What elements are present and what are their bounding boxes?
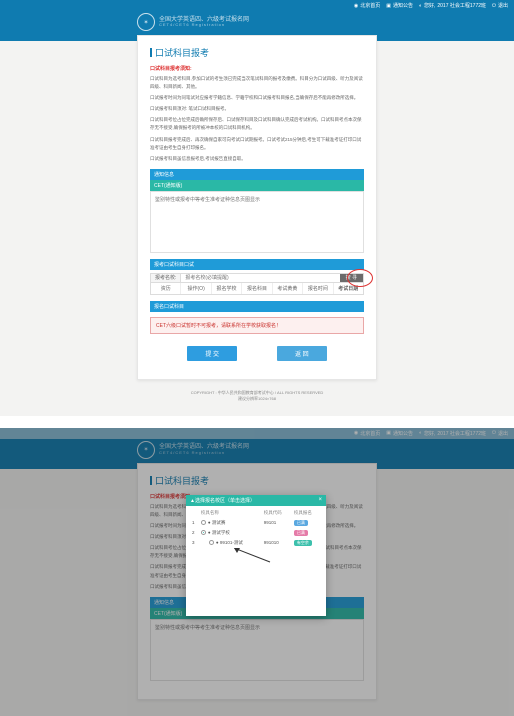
table-row[interactable]: 2 ● 测试学校 已满: [190, 528, 322, 538]
section-subject-bar: 报考口试科目口试: [150, 259, 364, 270]
annotation-arrow: [234, 548, 274, 568]
capacity-badge: 已满: [294, 530, 308, 536]
radio-icon[interactable]: [201, 520, 206, 525]
search-row: 报考名校: 搜 寻: [150, 273, 364, 283]
modal-header: ▲选择报名校区（单击选择） ×: [186, 495, 326, 506]
modal-title: ▲选择报名校区（单击选择）: [190, 497, 255, 504]
table-row[interactable]: 3 ● 99101-测试 991010 有空余: [190, 538, 322, 548]
modal-close-icon[interactable]: ×: [318, 497, 322, 503]
title-bar-icon: [150, 48, 152, 57]
search-label: 报考名校:: [151, 274, 181, 282]
nav-user: ◐ 您好,2017 社会工程1772班: [419, 2, 486, 9]
search-input[interactable]: [181, 274, 339, 282]
search-button[interactable]: 搜 寻: [340, 274, 363, 282]
logo-icon: ✶: [137, 13, 155, 31]
table-row[interactable]: 1 ● 测试赛 99101 已满: [190, 518, 322, 528]
section-notice-bar: 通知信息: [150, 169, 364, 180]
alert-message: CET六级口试暂时不可报考，请联系所在学校获取报名！: [150, 317, 364, 334]
main-card: 口试科目报考 口试科目报考须知: 口试科目为选考科目,参加口试的考生须已完成当次…: [137, 35, 377, 380]
capacity-badge: 有空余: [294, 540, 312, 546]
nav-notice[interactable]: ▣ 通知公告: [386, 2, 413, 9]
instructions: 口试科目为选考科目,参加口试的考生须已完成当次笔试科目的报考及缴费。科目分为口试…: [150, 75, 364, 163]
columns-header: 资历 操作(O) 报名学校 报名科目 考试黄黄 报名时间 考试日期: [150, 283, 364, 295]
radio-icon[interactable]: [209, 540, 214, 545]
select-campus-modal: ▲选择报名校区（单击选择） × 校具名称 校具代码 校具报名 1 ● 测试赛 9…: [186, 495, 326, 616]
campus-table: 校具名称 校具代码 校具报名 1 ● 测试赛 99101 已满 2 ● 测试学校: [190, 508, 322, 548]
nav-home[interactable]: ◉ 北京首页: [354, 2, 380, 9]
capacity-badge: 已满: [294, 520, 308, 526]
section-notice-sub: CET(通知版): [150, 180, 364, 191]
table-header-row: 校具名称 校具代码 校具报名: [190, 508, 322, 518]
footer: COPYRIGHT : 中华人民共和国教育部考试中心 / ALL RIGHTS …: [0, 386, 514, 406]
nav-logout[interactable]: ⏻ 退出: [492, 2, 508, 9]
submit-button[interactable]: 提 交: [187, 346, 237, 361]
topbar: ◉ 北京首页 ▣ 通知公告 ◐ 您好,2017 社会工程1772班 ⏻ 退出: [0, 0, 514, 11]
card-title: 口试科目报考: [150, 46, 364, 59]
back-button[interactable]: 返 回: [277, 346, 327, 361]
logo: ✶ 全国大学英语四、六级考试报名网 CET4/CET6 Registration: [137, 13, 249, 31]
button-row: 提 交 返 回: [150, 346, 364, 361]
logo-en: CET4/CET6 Registration: [159, 23, 249, 27]
section-register-bar: 报名口试科目: [150, 301, 364, 312]
instructions-head: 口试科目报考须知:: [150, 65, 364, 72]
radio-icon[interactable]: [201, 530, 206, 535]
notice-box: 鉴别特性或报考中等考生准考证种信息页图显示: [150, 191, 364, 253]
